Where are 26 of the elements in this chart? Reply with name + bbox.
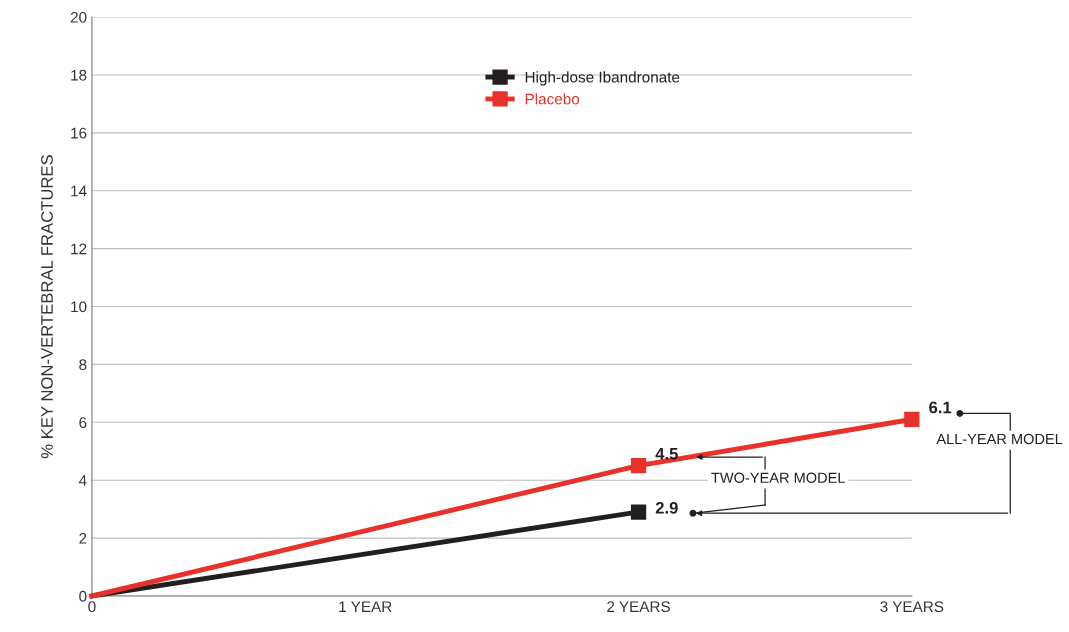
data-label: 2.9	[655, 501, 678, 514]
y-tick-label: 14	[71, 185, 87, 197]
legend-label: Placebo	[525, 93, 580, 105]
data-label: 6.1	[929, 401, 952, 414]
y-tick-label: 2	[79, 532, 87, 544]
y-tick-label: 4	[78, 475, 87, 486]
y-tick-label: 0	[79, 590, 87, 602]
y-axis-title: % KEY NON-VERTEBRAL FRACTURES	[41, 155, 53, 459]
y-tick-label: 12	[71, 243, 87, 255]
y-tick-label: 10	[71, 301, 87, 313]
point	[630, 458, 647, 474]
point	[904, 411, 920, 428]
y-tick-label: 16	[71, 127, 87, 139]
y-tick-label: 18	[71, 69, 87, 81]
annotation: TWO-YEAR MODEL	[711, 472, 845, 483]
y-tick-label: 8	[79, 359, 87, 371]
x-tick-label: 1 YEAR	[339, 601, 392, 612]
x-tick-label: 3 YEARS	[880, 601, 944, 613]
y-tick-label: 6	[79, 417, 87, 428]
y-tick-label: 20	[70, 11, 87, 23]
legend-label: High-dose Ibandronate	[525, 71, 680, 86]
x-tick-label: 2 YEARS	[607, 601, 670, 613]
point	[630, 504, 647, 520]
annotation: ALL-YEAR MODEL	[936, 433, 1063, 445]
data-label: 4.5	[655, 448, 678, 460]
x-tick-label: 0	[88, 601, 96, 613]
